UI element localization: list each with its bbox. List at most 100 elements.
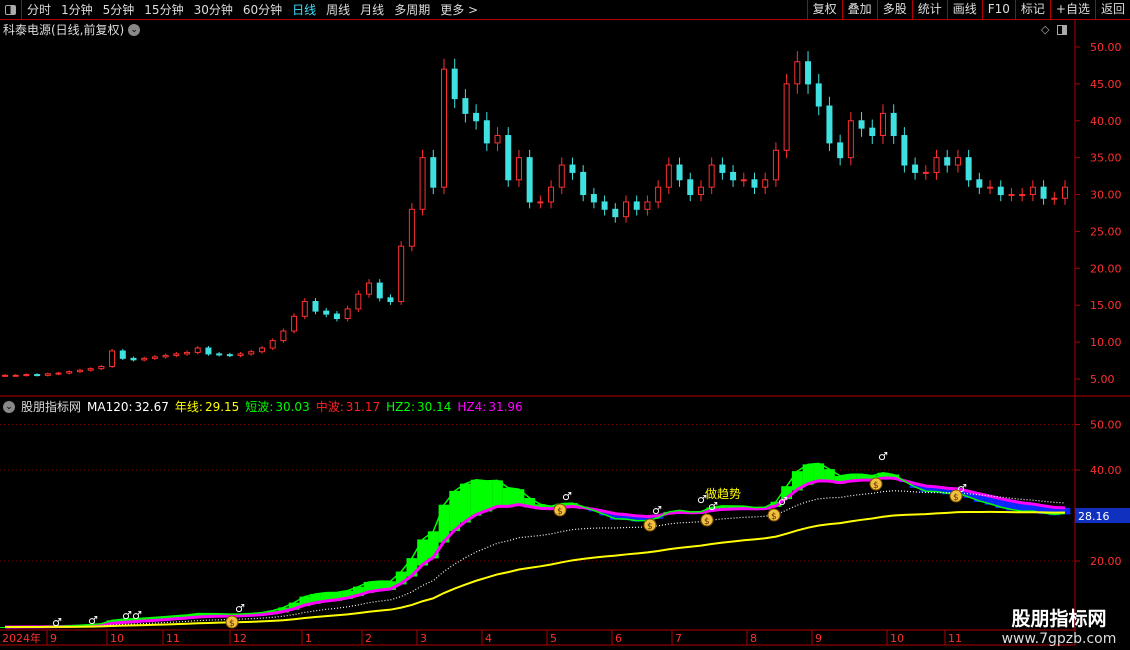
toolbar-action-button[interactable]: 叠加 — [841, 0, 877, 20]
male-symbol-icon: ♂ — [88, 614, 98, 627]
toolbar-action-button[interactable]: 画线 — [946, 0, 982, 20]
candle — [109, 350, 116, 367]
band-fill — [502, 487, 514, 508]
toolbar-action-button[interactable]: F10 — [981, 0, 1015, 20]
toolbar-action-button[interactable]: +自选 — [1049, 0, 1095, 20]
period-tab[interactable]: 日线 — [292, 3, 317, 17]
toolbar-action-button[interactable]: 标记 — [1014, 0, 1050, 20]
candle — [494, 135, 501, 144]
band-fill — [534, 504, 546, 510]
indicator-number: 30.03 — [275, 400, 310, 414]
band-fill — [973, 493, 985, 502]
candle — [537, 201, 544, 204]
period-tab[interactable]: 月线 — [360, 3, 385, 17]
candle — [740, 179, 747, 182]
price-tick-label: 25.00 — [1090, 225, 1122, 238]
candle — [205, 347, 212, 355]
diamond-icon[interactable]: ◇ — [1041, 23, 1050, 36]
toolbar-action-button[interactable]: 统计 — [911, 0, 947, 20]
band-fill — [342, 590, 354, 599]
period-tab[interactable]: 30分钟 — [193, 3, 233, 17]
date-label: 4 — [485, 632, 492, 645]
money-bag-icon — [643, 518, 657, 532]
candle — [1029, 186, 1036, 196]
candle — [676, 164, 683, 181]
short-wave-line — [5, 462, 1066, 628]
annotation-label: 做趋势 — [705, 486, 741, 501]
date-label: 3 — [420, 632, 427, 645]
band-fill — [310, 593, 321, 604]
candle — [430, 157, 437, 188]
toolbar-action-button[interactable]: 多股 — [876, 0, 912, 20]
indicator-tick-label: 20.00 — [1090, 555, 1122, 568]
candle — [2, 374, 8, 377]
candle — [419, 157, 426, 210]
candle — [301, 301, 308, 317]
indicator-value: 中波: 31.17 — [316, 398, 380, 415]
band-fill — [417, 539, 428, 566]
candle — [772, 149, 779, 181]
chevron-down-icon[interactable]: ⌄ — [3, 400, 15, 413]
male-symbol-icon: ♂ — [652, 504, 662, 517]
indicator-value: 年线: 29.15 — [175, 398, 239, 415]
price-tick-label: 35.00 — [1090, 152, 1122, 165]
band-fill — [781, 486, 793, 500]
panel-icon[interactable] — [1057, 24, 1068, 35]
candle — [719, 164, 726, 173]
panel-toggle-button[interactable] — [0, 0, 22, 20]
toolbar-action-button[interactable]: 复权 — [806, 0, 842, 20]
band-fill — [866, 475, 878, 482]
indicator-number: 29.15 — [204, 400, 240, 414]
indicator-number: 31.96 — [488, 399, 523, 414]
candle — [344, 308, 351, 320]
candle — [312, 301, 319, 312]
period-tab[interactable]: 5分钟 — [102, 3, 135, 17]
period-tab[interactable]: 分时 — [27, 3, 52, 17]
band-fill — [834, 475, 846, 484]
candle — [366, 282, 373, 295]
current-value-box — [1075, 508, 1130, 523]
date-label: 10 — [110, 632, 124, 645]
candle — [173, 353, 180, 356]
period-tab[interactable]: 多周期 — [394, 3, 431, 17]
chart-title: 科泰电源(日线,前复权) ⌄ — [3, 21, 141, 38]
candle — [34, 374, 41, 377]
male-symbol-icon: ♂ — [878, 450, 888, 463]
period-tab[interactable]: 周线 — [326, 3, 351, 17]
band-fill — [620, 514, 632, 521]
period-tab[interactable]: 更多 > — [440, 3, 479, 17]
male-symbol-icon: ♂ — [122, 609, 132, 622]
date-label: 2024年 — [2, 631, 41, 645]
period-tab[interactable]: 15分钟 — [144, 3, 184, 17]
candle — [505, 135, 512, 181]
band-fill — [599, 511, 610, 516]
band-fill — [385, 581, 396, 590]
candle — [569, 164, 576, 173]
indicator-name[interactable]: 股朋指标网 — [21, 400, 82, 414]
indicator-value: HZ4: 31.96 — [457, 400, 522, 414]
band-fill — [449, 490, 461, 532]
candle — [815, 83, 822, 107]
candle — [590, 194, 597, 203]
candle — [248, 351, 255, 355]
toolbar-action-button[interactable]: 返回 — [1094, 0, 1130, 20]
candle — [355, 293, 362, 310]
candle — [997, 186, 1004, 196]
period-tab[interactable]: 60分钟 — [242, 3, 283, 17]
candle — [548, 186, 555, 203]
candle — [1062, 186, 1068, 199]
candle — [98, 365, 105, 370]
band-fill — [791, 471, 803, 491]
date-label: 11 — [166, 632, 180, 645]
candle — [130, 357, 137, 361]
candle — [473, 112, 480, 122]
band-fill — [877, 472, 889, 480]
candle — [76, 369, 83, 373]
band-fill — [406, 558, 418, 577]
period-tab[interactable]: 1分钟 — [61, 3, 93, 17]
candle — [141, 357, 148, 361]
chevron-down-icon[interactable]: ⌄ — [128, 23, 141, 36]
price-tick-label: 30.00 — [1090, 189, 1122, 202]
candle — [601, 201, 608, 210]
